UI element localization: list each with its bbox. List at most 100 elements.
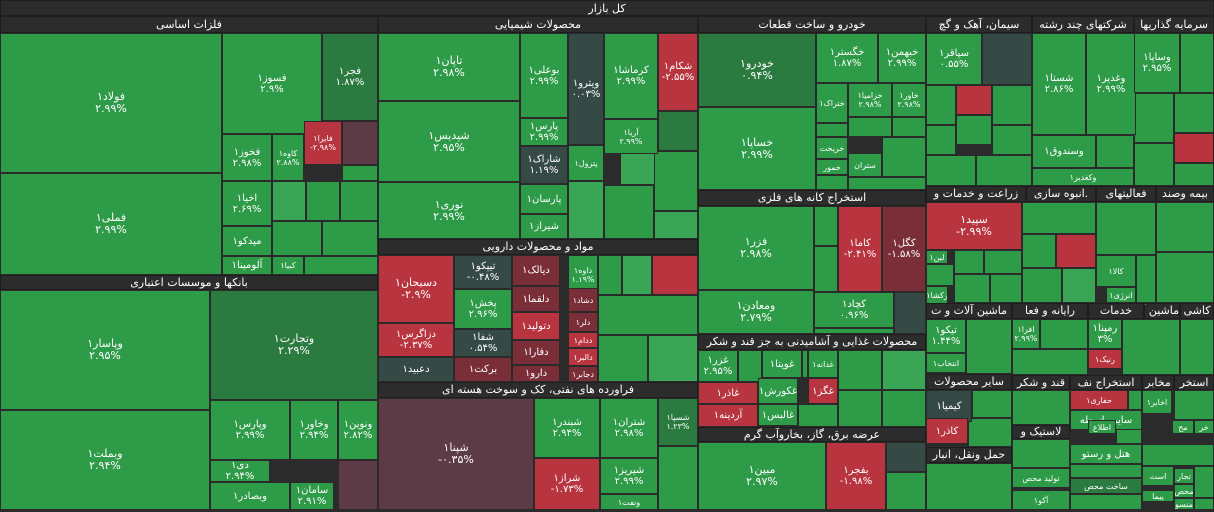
stock-tile[interactable]: وپاسار۱ ۲.۹۵% (0, 290, 210, 410)
stock-tile[interactable]: وسندوق۱ (1032, 135, 1096, 168)
stock-tile[interactable]: تولید محص (1012, 468, 1070, 488)
stock-tile[interactable]: خساپا۱ ۲.۹۹% (698, 107, 816, 190)
treemap-cell[interactable] (622, 255, 652, 295)
treemap-cell[interactable] (1142, 444, 1214, 466)
stock-tile[interactable]: لبن۱ (926, 250, 948, 264)
treemap-cell[interactable] (272, 221, 322, 256)
stock-tile[interactable]: وخاور۱ ۲.۹۴% (290, 400, 338, 460)
stock-tile[interactable]: دی۱ ۲.۹۴% (210, 460, 270, 482)
treemap-cell[interactable] (1022, 234, 1056, 268)
treemap-cell[interactable] (1122, 319, 1180, 375)
treemap-cell[interactable] (882, 137, 926, 177)
treemap-cell[interactable] (926, 463, 1012, 510)
sector-header[interactable]: رایانه و فعا (1012, 303, 1088, 319)
stock-tile[interactable]: دلر۱ (568, 312, 598, 332)
stock-tile[interactable]: وساپا۱ ۲.۹۵% (1134, 33, 1180, 93)
stock-tile[interactable]: شپدیس۱ ۲.۹۵% (378, 101, 520, 182)
treemap-cell[interactable] (990, 274, 1022, 303)
stock-tile[interactable]: آلومینا۱ (222, 256, 272, 275)
sector-header[interactable]: ماشین آلات و ت (926, 303, 1012, 319)
treemap-cell[interactable] (926, 85, 956, 125)
stock-tile[interactable]: شاراک۱ ۱.۱۹% (520, 146, 568, 184)
stock-tile[interactable]: غدانه۱ (808, 350, 838, 378)
stock-tile[interactable]: دیالک۱ (512, 255, 560, 286)
stock-tile[interactable]: پارسان۱ (520, 184, 568, 214)
stock-tile[interactable]: شسپا۱ ۱.۲۳% (658, 398, 698, 446)
stock-tile[interactable]: نوری۱ ۲.۹۹% (378, 182, 520, 239)
sector-header[interactable]: سایر محصولات (926, 374, 1012, 390)
treemap-cell[interactable] (892, 117, 926, 137)
stock-tile[interactable]: ختراک۱ (816, 83, 848, 123)
stock-tile[interactable]: ستران (848, 153, 882, 177)
stock-tile[interactable]: فملی۱ ۲.۹۹% (0, 173, 222, 275)
stock-tile[interactable]: کبیا۱ (272, 256, 304, 275)
treemap-cell[interactable] (598, 295, 698, 335)
treemap-cell[interactable] (968, 418, 1012, 447)
stock-tile[interactable]: آریا۱ ۲.۹۹% (604, 119, 658, 154)
treemap-cell[interactable] (1012, 390, 1070, 425)
treemap-cell[interactable] (954, 274, 990, 303)
treemap-cell[interactable] (992, 85, 1032, 125)
stock-tile[interactable]: تجار (1174, 468, 1194, 484)
stock-tile[interactable]: ونفت۱ (600, 494, 658, 510)
stock-tile[interactable]: تیپکو۱ -۰.۴۸% (454, 255, 512, 289)
stock-tile[interactable]: سپاقر۱ ۰.۵۵% (926, 33, 982, 85)
sector-header[interactable]: مخابر (1142, 375, 1174, 390)
sector-header[interactable]: کاشی (1180, 303, 1214, 319)
treemap-cell[interactable] (1156, 252, 1214, 303)
stock-tile[interactable]: برکت۱ (454, 357, 512, 382)
stock-tile[interactable]: وکغدیر۱ (1032, 168, 1134, 186)
treemap-cell[interactable] (814, 246, 838, 292)
treemap-cell[interactable] (648, 335, 698, 382)
stock-tile[interactable]: وبصادر۱ (210, 482, 290, 510)
treemap-cell[interactable] (1174, 133, 1214, 163)
stock-tile[interactable]: خریخت (816, 137, 848, 159)
stock-tile[interactable]: انرژی۱ (1106, 287, 1136, 303)
treemap-cell[interactable] (798, 404, 838, 427)
stock-tile[interactable]: غالبس۱ (758, 404, 798, 426)
treemap-cell[interactable] (1194, 498, 1214, 510)
treemap-cell[interactable] (654, 151, 698, 211)
stock-tile[interactable]: اخابر۱ (1142, 390, 1172, 414)
sector-header[interactable]: بیمه وصند (1156, 186, 1214, 202)
stock-tile[interactable]: غگز۱ (808, 378, 838, 404)
treemap-cell[interactable] (738, 350, 762, 382)
treemap-cell[interactable] (1070, 464, 1142, 478)
treemap-cell[interactable] (1012, 349, 1088, 375)
stock-tile[interactable]: زکشا۱ (926, 286, 948, 304)
treemap-cell[interactable] (1096, 135, 1134, 168)
treemap-cell[interactable] (926, 264, 954, 286)
treemap-cell[interactable] (882, 350, 926, 390)
sector-header[interactable]: .انبوه سازی (1026, 186, 1096, 202)
treemap-cell[interactable] (1040, 319, 1088, 349)
treemap-cell[interactable] (304, 256, 378, 275)
stock-tile[interactable] (342, 121, 378, 165)
treemap-cell[interactable] (604, 185, 654, 239)
stock-tile[interactable]: شتران۱ ۲.۹۸% (600, 398, 658, 458)
stock-tile[interactable]: وپارس۱ ۲.۹۹% (210, 400, 290, 460)
stock-tile[interactable]: حفاری۱ (1070, 390, 1128, 410)
treemap-cell[interactable] (984, 250, 1022, 274)
treemap-cell[interactable] (982, 33, 1032, 85)
sector-header[interactable]: ماشین آ (1144, 303, 1180, 319)
treemap-cell[interactable] (322, 221, 378, 256)
stock-tile[interactable]: خر (1194, 420, 1214, 434)
stock-tile[interactable]: ساخت محص (1070, 478, 1142, 494)
treemap-cell[interactable] (568, 181, 604, 239)
sector-header[interactable]: حمل ونقل، انبار (926, 447, 1012, 463)
treemap-cell[interactable] (816, 123, 848, 137)
sector-header[interactable]: عرضه برق، گاز، بخاروآب گرم (698, 427, 926, 442)
stock-tile[interactable] (338, 460, 378, 510)
stock-tile[interactable]: منسو (1174, 498, 1194, 510)
treemap-cell[interactable] (1136, 255, 1156, 303)
treemap-cell[interactable] (658, 446, 698, 510)
stock-tile[interactable]: غزر۱ ۲.۹۵% (698, 350, 738, 382)
stock-tile[interactable]: غکورش۱ (758, 378, 798, 404)
sector-header[interactable]: استخراج کانه های فلزی (698, 190, 926, 206)
treemap-cell[interactable] (1022, 268, 1062, 303)
treemap-cell[interactable] (966, 319, 1012, 374)
treemap-cell[interactable] (886, 442, 926, 472)
treemap-cell[interactable] (1156, 202, 1214, 252)
stock-tile[interactable]: رنیک۱ (1088, 349, 1122, 369)
stock-tile[interactable]: ددام۱ (568, 332, 598, 348)
